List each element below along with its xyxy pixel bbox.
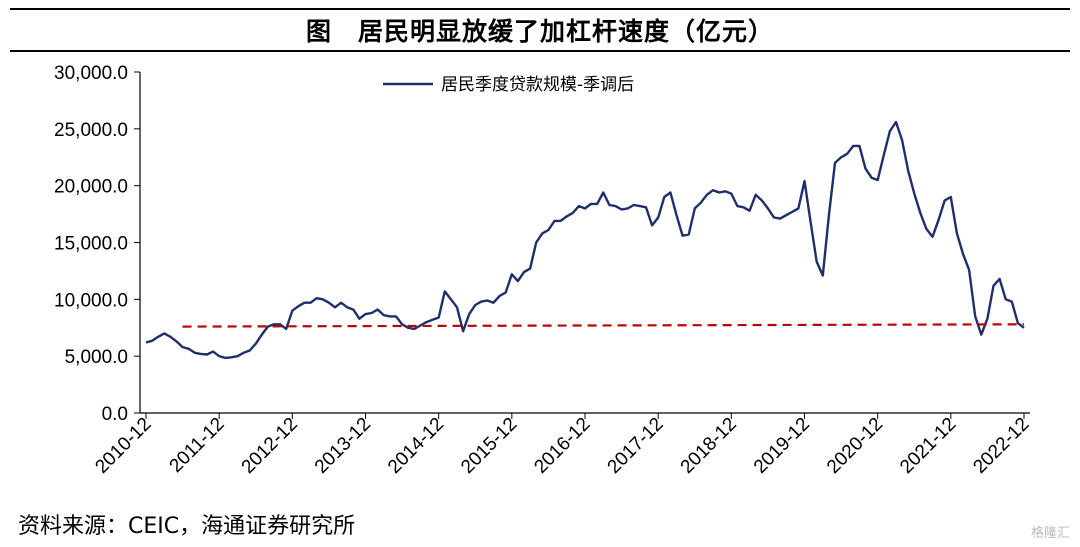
watermark-logo: 格隆汇 xyxy=(1030,526,1070,541)
y-tick-label: 15,000.0 xyxy=(54,234,128,255)
chart-title: 图 居民明显放缓了加杠杆速度（亿元） xyxy=(305,17,774,46)
x-tick-label: 2019-12 xyxy=(750,414,814,478)
x-tick-label: 2021-12 xyxy=(896,414,960,478)
y-tick-label: 30,000.0 xyxy=(54,63,128,84)
x-tick-label: 2014-12 xyxy=(384,414,448,478)
x-tick-label: 2018-12 xyxy=(677,414,741,478)
series-line xyxy=(145,120,1025,360)
line-chart: 0.0 5,000.0 10,000.0 15,000.0 20,000.0 25,000… xyxy=(54,63,1034,478)
legend-label: 居民季度贷款规模-季调后 xyxy=(441,75,634,95)
y-tick-label: 25,000.0 xyxy=(54,120,128,141)
source-note: 资料来源：CEIC，海通证券研究所 xyxy=(18,514,356,539)
x-tick-label: 2017-12 xyxy=(604,414,668,478)
y-tick-label: 10,000.0 xyxy=(54,290,128,311)
x-tick-label: 2016-12 xyxy=(530,414,594,478)
x-tick-label: 2022-12 xyxy=(969,414,1033,478)
x-tick-label: 2015-12 xyxy=(457,414,521,478)
y-tick-label: 5,000.0 xyxy=(65,347,128,368)
chart-title-bar: 图 居民明显放缓了加杠杆速度（亿元） xyxy=(10,8,1070,52)
x-tick-label: 2020-12 xyxy=(823,414,887,478)
y-tick-label: 20,000.0 xyxy=(54,177,128,198)
x-tick-label: 2011-12 xyxy=(166,414,229,477)
y-tick-label: 0.0 xyxy=(102,404,128,425)
x-tick-label: 2013-12 xyxy=(311,414,375,478)
x-tick-label: 2012-12 xyxy=(238,414,302,478)
reference-dashed-line xyxy=(182,323,1025,328)
